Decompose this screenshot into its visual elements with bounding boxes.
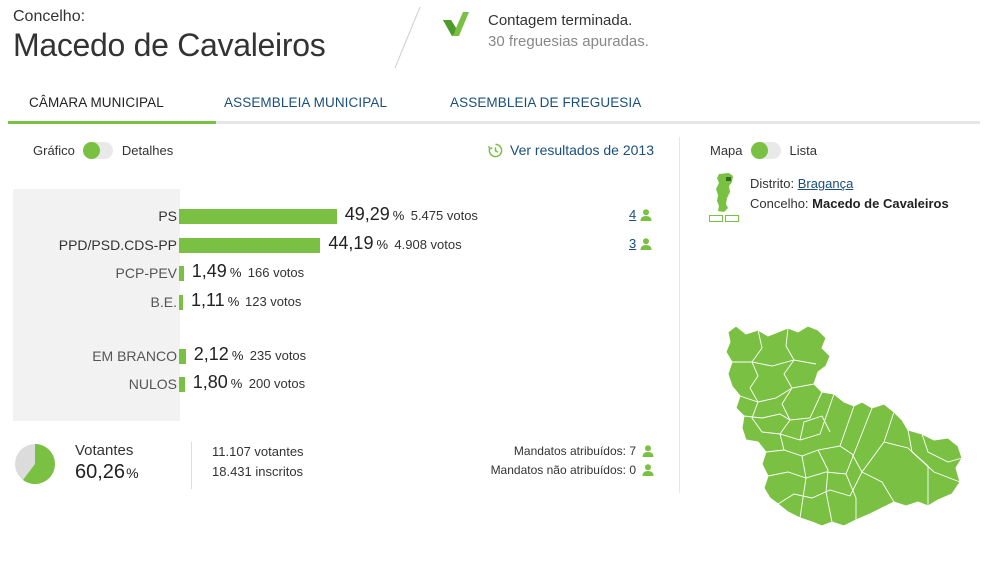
result-bar — [179, 209, 337, 224]
result-votes: 123 votos — [245, 294, 302, 309]
view-toggle: Gráfico Detalhes — [33, 142, 173, 159]
result-row: PS 49,29% 5.475 votos 4 — [13, 204, 673, 228]
result-bar — [179, 377, 185, 392]
party-column-background — [13, 189, 180, 421]
toggle-label-lista: Lista — [789, 143, 817, 158]
grafico-detalhes-switch[interactable] — [82, 142, 113, 159]
toggle-label-grafico: Gráfico — [33, 143, 75, 158]
mandates-link[interactable]: 3 — [629, 236, 652, 251]
inscritos-count: 18.431 inscritos — [212, 464, 304, 479]
percent-value: 1,49 — [191, 261, 227, 281]
zoom-in-button[interactable] — [725, 215, 739, 222]
result-bar — [179, 295, 183, 310]
turnout-label: Votantes — [75, 442, 134, 459]
person-icon — [640, 237, 652, 250]
column-divider — [679, 137, 680, 493]
result-row: B.E. 1,11% 123 votos — [13, 290, 673, 314]
result-votes: 4.908 votos — [394, 237, 462, 252]
result-percent: 1,80% — [193, 372, 243, 393]
status-subtitle: 30 freguesias apuradas. — [488, 33, 649, 50]
history-link[interactable]: Ver resultados de 2013 — [488, 142, 654, 158]
result-votes: 235 votos — [249, 348, 307, 363]
percent-value: 1,11 — [191, 290, 225, 310]
concelho-info-value: Macedo de Cavaleiros — [812, 196, 949, 211]
check-icon — [443, 12, 469, 36]
pie-slice-voters — [22, 444, 55, 484]
party-name: EM BRANCO — [92, 348, 177, 364]
mandates-unassigned-label: Mandatos não atribuídos: 0 — [490, 463, 636, 477]
percent-value: 2,12 — [193, 344, 229, 364]
percent-sign: % — [376, 237, 389, 252]
mandates-assigned-label: Mandatos atribuídos: 7 — [513, 444, 636, 458]
result-row: PPD/PSD.CDS-PP 44,19% 4.908 votos 3 — [13, 233, 673, 257]
result-votes: 5.475 votos — [410, 208, 478, 223]
result-percent: 44,19% — [328, 233, 388, 254]
page-title: Macedo de Cavaleiros — [13, 27, 326, 63]
distrito-link[interactable]: Bragança — [797, 176, 854, 191]
mandates-count: 3 — [629, 236, 637, 251]
mapa-lista-switch[interactable] — [750, 142, 781, 159]
turnout-percent: 60,26 — [75, 461, 126, 483]
history-link-label: Ver resultados de 2013 — [510, 142, 654, 158]
result-percent: 49,29% — [345, 204, 405, 225]
portugal-map-icon[interactable] — [707, 173, 741, 213]
result-votes: 200 votos — [248, 376, 306, 391]
percent-sign: % — [227, 294, 240, 309]
result-row: EM BRANCO 2,12% 235 votos — [13, 344, 673, 368]
mandates-unassigned: Mandatos não atribuídos: 0 — [491, 463, 654, 477]
status-title: Contagem terminada. — [488, 12, 633, 29]
tab-camara-municipal[interactable]: Câmara Municipal — [8, 86, 216, 124]
toggle-label-mapa: Mapa — [710, 143, 743, 158]
map-toggle: Mapa Lista — [710, 142, 817, 159]
header-divider — [394, 6, 421, 69]
party-name: NULOS — [128, 376, 177, 392]
result-percent: 1,11% — [191, 290, 239, 311]
percent-value: 1,80 — [192, 372, 228, 392]
percent-sign: % — [229, 265, 242, 280]
concelho-label: Concelho: — [13, 8, 86, 25]
result-percent: 1,49% — [192, 261, 242, 282]
tab-assembleia-freguesia[interactable]: Assembleia de Freguesia — [450, 95, 642, 110]
concelho-line: Concelho: Macedo de Cavaleiros — [750, 196, 949, 211]
history-icon — [488, 143, 503, 157]
party-name: PCP-PEV — [115, 265, 177, 281]
tab-assembleia-municipal[interactable]: Assembleia Municipal — [224, 95, 388, 110]
mandates-assigned: Mandatos atribuídos: 7 — [514, 444, 654, 458]
turnout-value: 60,26% — [75, 461, 139, 484]
mandates-count: 4 — [629, 207, 637, 222]
percent-value: 49,29 — [344, 204, 390, 224]
percent-sign: % — [392, 208, 405, 223]
person-icon — [640, 208, 652, 221]
party-name: PS — [158, 208, 177, 224]
distrito-label: Distrito: — [750, 176, 795, 191]
percent-sign: % — [231, 348, 244, 363]
turnout-pie-chart — [15, 444, 55, 484]
distrito-line: Distrito: Bragança — [750, 176, 853, 191]
concelho-info-label: Concelho: — [750, 196, 809, 211]
party-name: PPD/PSD.CDS-PP — [58, 237, 177, 253]
person-icon — [642, 464, 654, 476]
party-name: B.E. — [150, 294, 177, 310]
percent-sign: % — [126, 465, 139, 481]
percent-value: 44,19 — [328, 233, 374, 253]
toggle-knob — [82, 142, 100, 159]
municipality-map-icon[interactable] — [722, 322, 964, 530]
zoom-out-button[interactable] — [709, 215, 723, 222]
result-bar — [179, 238, 321, 253]
footer-divider — [191, 442, 192, 489]
percent-sign: % — [230, 376, 243, 391]
result-row: NULOS 1,80% 200 votos — [13, 372, 673, 396]
votantes-count: 11.107 votantes — [212, 444, 304, 459]
header: Concelho: Macedo de Cavaleiros Contagem … — [13, 6, 993, 76]
result-bar — [179, 349, 186, 364]
toggle-label-detalhes: Detalhes — [121, 143, 174, 158]
result-row: PCP-PEV 1,49% 166 votos — [13, 261, 673, 285]
person-icon — [642, 445, 654, 457]
result-votes: 166 votos — [247, 265, 305, 280]
result-bar — [179, 266, 184, 281]
election-tabs: Câmara Municipal Assembleia Municipal As… — [8, 86, 980, 124]
result-percent: 2,12% — [194, 344, 244, 365]
toggle-knob — [750, 142, 768, 159]
mandates-link[interactable]: 4 — [629, 207, 652, 222]
